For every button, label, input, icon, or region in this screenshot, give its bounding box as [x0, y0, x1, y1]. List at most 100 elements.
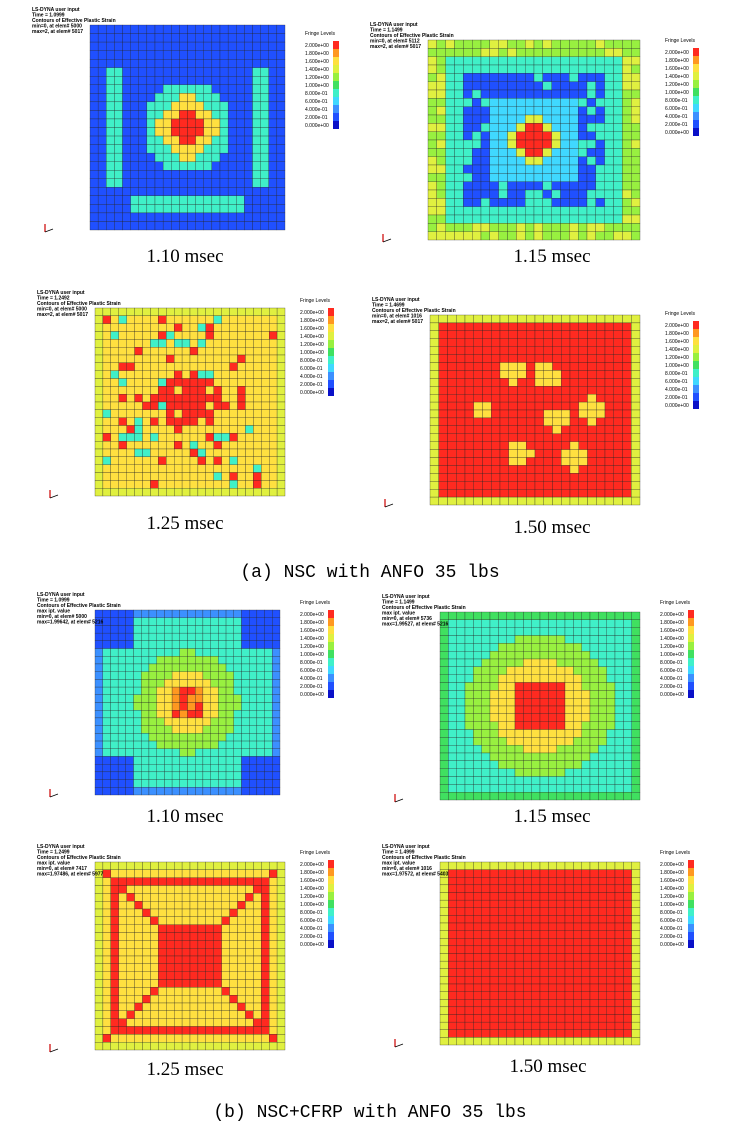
mesh-cell [623, 1014, 632, 1023]
mesh-cell [253, 480, 262, 489]
mesh-cell [187, 656, 196, 665]
mesh-cell [439, 1021, 449, 1030]
mesh-cell [148, 710, 157, 719]
mesh-cell [141, 694, 150, 703]
mesh-cell [631, 370, 641, 379]
mesh-cell [146, 110, 156, 120]
mesh-cell [256, 787, 265, 796]
mesh-cell [507, 106, 517, 116]
mesh-cell [102, 331, 111, 340]
mesh-cell [189, 472, 199, 481]
mesh-cell [578, 114, 588, 124]
mesh-cell [548, 619, 557, 628]
mesh-cell [174, 480, 183, 489]
mesh-cell [106, 50, 115, 60]
mesh-cell [253, 901, 262, 910]
mesh-cell [622, 496, 632, 506]
mesh-cell [130, 212, 139, 222]
mesh-cell [94, 885, 104, 894]
mesh-cell [244, 41, 253, 51]
mesh-cell [244, 33, 253, 43]
mesh-cell [539, 666, 549, 675]
mesh-cell [539, 907, 549, 916]
mesh-cell [526, 346, 536, 355]
mesh-cell [237, 995, 246, 1004]
mesh-cell [276, 331, 286, 340]
mesh-cell [213, 472, 222, 481]
mesh-cell [189, 877, 199, 886]
mesh-cell [473, 792, 482, 801]
mesh-cell [171, 187, 180, 196]
mesh-cell [482, 370, 492, 379]
mesh-cell [578, 231, 588, 241]
legend-label: 1.400e+00 [305, 67, 329, 73]
mesh-cell [264, 787, 273, 796]
mesh-cell [596, 496, 606, 506]
mesh-cell [578, 89, 588, 99]
mesh-cell [623, 658, 632, 667]
mesh-cell [268, 144, 278, 154]
mesh-cell [533, 131, 543, 141]
mesh-cell [456, 496, 466, 506]
legend-label: 2.000e+00 [665, 323, 689, 329]
mesh-cell [261, 963, 270, 972]
mesh-cell [158, 916, 167, 925]
mesh-cell [514, 869, 524, 878]
header-line: LS-DYNA user input [382, 594, 430, 600]
mesh-cell [523, 674, 532, 683]
mesh-cell [604, 48, 614, 57]
mesh-cell [162, 33, 172, 43]
mesh-cell [631, 417, 641, 426]
mesh-cell [219, 204, 229, 214]
mesh-cell [162, 212, 172, 222]
mesh-cell [543, 449, 553, 458]
mesh-cell [463, 39, 473, 49]
mesh-cell [498, 611, 507, 620]
mesh-cell [523, 792, 532, 801]
mesh-cell [604, 89, 614, 99]
mesh-cell [569, 465, 579, 474]
mesh-cell [517, 457, 527, 466]
mesh-cell [604, 114, 614, 124]
mesh-cell [531, 682, 541, 691]
mesh-cell [94, 456, 104, 465]
mesh-cell [631, 968, 641, 977]
mesh-cell [551, 148, 561, 157]
mesh-cell [569, 64, 579, 74]
mesh-cell [463, 214, 473, 224]
mesh-cell [260, 170, 269, 179]
mesh-cell [523, 884, 532, 893]
mesh-cell [596, 394, 606, 403]
mesh-cell [613, 231, 623, 241]
mesh-cell [631, 198, 641, 207]
mesh-cell [272, 632, 281, 641]
legend-label: 1.600e+00 [300, 878, 324, 884]
mesh-cell [253, 1026, 262, 1035]
mesh-cell [256, 625, 265, 634]
mesh-cell [118, 971, 127, 980]
mesh-cell [561, 378, 571, 387]
mesh-cell [473, 983, 482, 992]
mesh-cell [604, 433, 614, 442]
mesh-cell [122, 144, 131, 154]
mesh-cell [260, 221, 269, 231]
mesh-cell [623, 737, 632, 746]
mesh-cell [174, 901, 183, 910]
mesh-cell [218, 694, 227, 703]
mesh-cell [195, 127, 204, 137]
mesh-cell [539, 999, 549, 1008]
mesh-cell [448, 643, 457, 652]
mesh-cell [236, 118, 245, 128]
mesh-cell [261, 1018, 270, 1027]
mesh-cell [225, 632, 234, 641]
mesh-cell [542, 39, 552, 49]
legend-swatch [328, 868, 334, 876]
mesh-cell [237, 885, 246, 894]
mesh-cell [89, 41, 99, 51]
mesh-cell [438, 322, 448, 331]
mesh-cell [516, 156, 526, 166]
legend-swatch [328, 380, 334, 388]
mesh-cell [429, 457, 439, 466]
mesh-cell [221, 315, 230, 324]
mesh-cell [456, 473, 466, 482]
